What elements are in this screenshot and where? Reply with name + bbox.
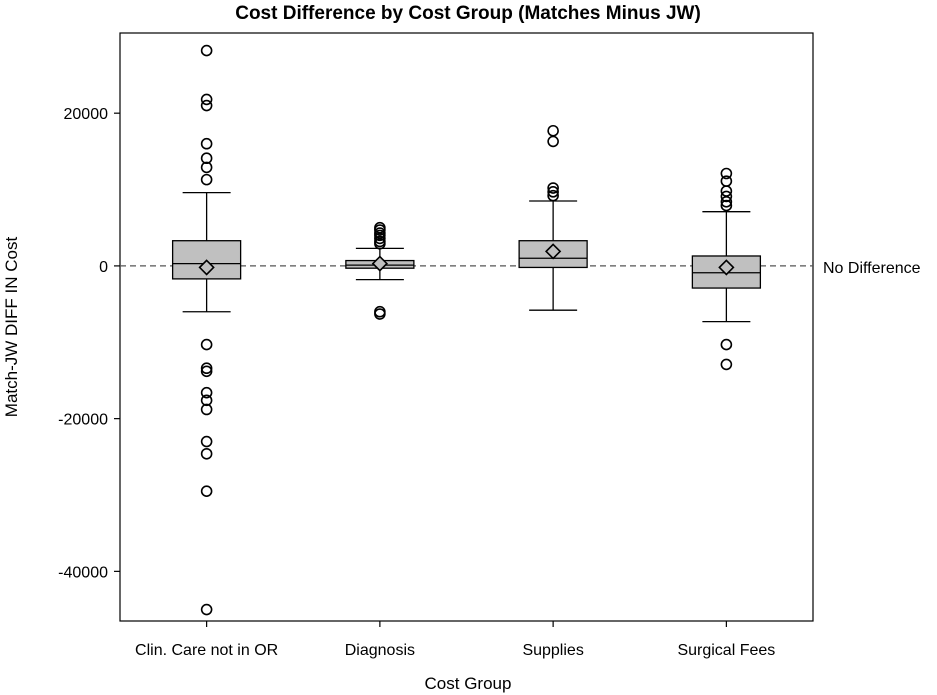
outlier-point [374, 229, 386, 242]
chart-title: Cost Difference by Cost Group (Matches M… [235, 3, 701, 24]
outlier-point [720, 175, 733, 187]
outlier-point [547, 135, 559, 148]
outlier-point [200, 365, 213, 378]
box-group-surgical-fees [691, 167, 762, 371]
x-tick-label: Surgical Fees [677, 642, 775, 659]
outlier-point [200, 44, 213, 57]
mean-marker [718, 259, 735, 276]
box-group-supplies [518, 124, 588, 311]
y-tick-label: -40000 [58, 564, 108, 581]
box-group-diagnosis [345, 221, 415, 320]
outlier-point [200, 93, 213, 106]
x-axis-label: Cost Group [425, 674, 512, 693]
y-tick-label: 0 [99, 259, 108, 276]
outlier-point [200, 403, 213, 416]
outlier-point [720, 195, 733, 208]
y-tick-label: 20000 [64, 106, 109, 123]
outlier-point [720, 190, 733, 203]
outlier-point [200, 99, 213, 112]
mean-marker [371, 255, 389, 272]
outlier-point [547, 182, 559, 194]
outlier-point [200, 603, 213, 616]
outlier-point [374, 224, 386, 236]
outlier-point [547, 189, 559, 202]
outlier-point [374, 308, 386, 320]
outlier-point [200, 435, 213, 448]
outlier-point [200, 386, 213, 399]
outlier-point [374, 232, 386, 245]
outlier-point [200, 161, 213, 174]
outlier-point [200, 137, 213, 150]
x-axis: Clin. Care not in OR Diagnosis Supplies Sur… [135, 621, 775, 659]
reference-line-label: No Difference [823, 260, 921, 277]
outlier-point [200, 152, 213, 165]
outlier-point [200, 362, 213, 375]
y-axis-label: Match-JW DIFF IN Cost [2, 237, 21, 418]
outlier-point [720, 358, 733, 371]
outlier-point [200, 394, 213, 407]
x-tick-label: Diagnosis [345, 642, 415, 659]
y-tick-label: -20000 [58, 412, 108, 429]
box-group-clin-care-not-in-or [171, 44, 242, 616]
mean-marker [544, 243, 562, 260]
box-series [171, 44, 762, 616]
outlier-point [720, 338, 733, 351]
x-tick-label: Supplies [522, 642, 583, 659]
outlier-point [720, 199, 733, 212]
x-tick-label: Clin. Care not in OR [135, 642, 278, 659]
outlier-point [374, 237, 386, 250]
outlier-point [547, 124, 559, 137]
outlier-point [720, 167, 733, 180]
outlier-point [200, 338, 213, 351]
mean-marker [198, 259, 215, 276]
outlier-point [200, 173, 213, 186]
outlier-point [200, 447, 213, 460]
y-axis: 20000 0 -20000 -40000 [58, 106, 120, 581]
plot-frame [119, 32, 814, 622]
outlier-point [200, 485, 213, 497]
outlier-point [547, 186, 559, 198]
